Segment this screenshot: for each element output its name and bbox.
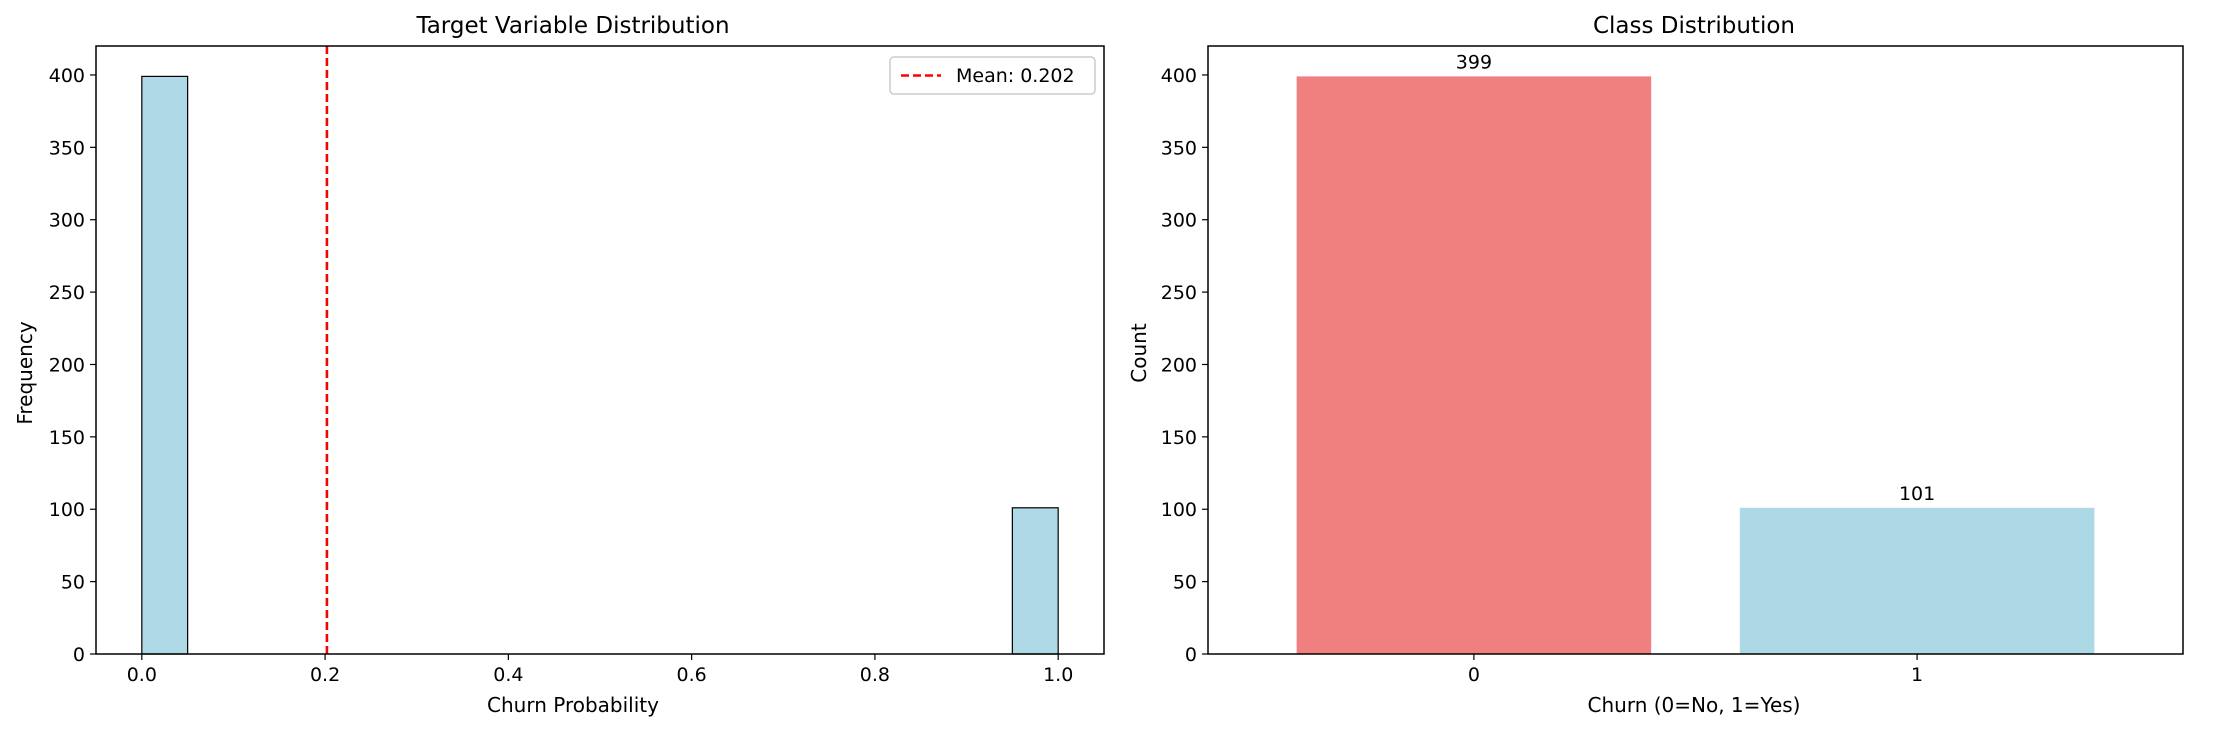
histogram-bar-0 bbox=[141, 75, 189, 655]
class-distribution-title: Class Distribution bbox=[1593, 13, 1795, 39]
class-distribution-x-axis-label: Churn (0=No, 1=Yes) bbox=[1588, 693, 1801, 717]
histogram-y-tick-label-0: 0 bbox=[73, 644, 85, 666]
class-bar-0 bbox=[1296, 76, 1652, 654]
histogram-x-tick-label-2: 0.4 bbox=[493, 664, 523, 686]
class-x-tick-label-1: 1 bbox=[1911, 664, 1923, 686]
class-x-tick-label-0: 0 bbox=[1468, 664, 1480, 686]
histogram-x-tick-label-3: 0.6 bbox=[677, 664, 707, 686]
histogram-y-tick-label-5: 250 bbox=[49, 282, 85, 304]
histogram-y-tick-label-3: 150 bbox=[49, 427, 85, 449]
histogram-y-tick-label-6: 300 bbox=[49, 210, 85, 232]
legend-mean-label: Mean: 0.202 bbox=[956, 65, 1075, 87]
histogram-y-tick-label-2: 100 bbox=[49, 499, 85, 521]
histogram-x-axis-label: Churn Probability bbox=[487, 693, 659, 717]
class-y-tick-label-6: 300 bbox=[1161, 210, 1197, 232]
class-y-tick-label-0: 0 bbox=[1185, 644, 1197, 666]
histogram-axes-frame bbox=[95, 45, 1105, 655]
class-bar-value-label-0: 399 bbox=[1456, 51, 1492, 73]
class-y-tick-label-7: 350 bbox=[1161, 137, 1197, 159]
histogram-legend: Mean: 0.202 bbox=[889, 56, 1096, 95]
class-y-tick-label-1: 50 bbox=[1173, 572, 1197, 594]
class-distribution-axes-frame bbox=[1207, 45, 2184, 655]
histogram-x-tick-label-1: 0.2 bbox=[310, 664, 340, 686]
histogram-panel: Target Variable Distribution 0.0 0.2 0.4 0.… bbox=[13, 13, 1105, 717]
histogram-y-tick-label-4: 200 bbox=[49, 354, 85, 376]
class-y-tick-label-2: 100 bbox=[1161, 499, 1197, 521]
histogram-plot-area: 0.0 0.2 0.4 0.6 0.8 1.0 0 50 100 150 200 250 300 350 4… bbox=[49, 45, 1105, 686]
histogram-y-tick-label-8: 400 bbox=[49, 65, 85, 87]
class-y-tick-label-8: 400 bbox=[1161, 65, 1197, 87]
class-bar-1 bbox=[1739, 507, 2095, 654]
class-bar-value-label-1: 101 bbox=[1899, 483, 1935, 505]
class-distribution-y-axis-label: Count bbox=[1127, 323, 1151, 383]
class-y-tick-label-5: 250 bbox=[1161, 282, 1197, 304]
legend-frame bbox=[889, 56, 1096, 95]
class-y-tick-label-3: 150 bbox=[1161, 427, 1197, 449]
histogram-bar-1 bbox=[1011, 507, 1059, 655]
histogram-x-tick-label-4: 0.8 bbox=[860, 664, 890, 686]
class-y-tick-label-4: 200 bbox=[1161, 354, 1197, 376]
histogram-y-axis-label: Frequency bbox=[13, 321, 37, 424]
histogram-title: Target Variable Distribution bbox=[415, 13, 729, 39]
histogram-x-tick-label-5: 1.0 bbox=[1043, 664, 1073, 686]
histogram-x-tick-label-0: 0.0 bbox=[127, 664, 157, 686]
histogram-y-tick-label-1: 50 bbox=[61, 572, 85, 594]
histogram-y-tick-label-7: 350 bbox=[49, 137, 85, 159]
